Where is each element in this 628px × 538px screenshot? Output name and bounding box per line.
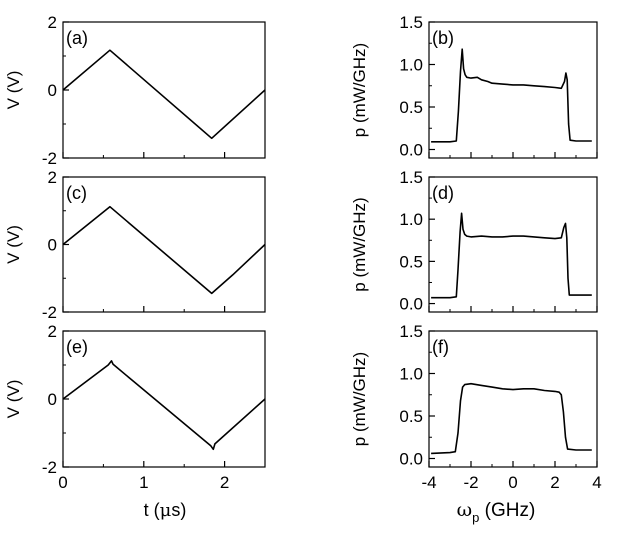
plot-frame — [428, 21, 598, 159]
plot-frame — [62, 330, 266, 468]
y-tick-label: 0.5 — [399, 407, 423, 426]
panel-c: -2 0 2 (c) V (V) — [4, 168, 266, 322]
panel-f: 0.0 0.5 1.0 1.5 -4 -2 0 2 4 (f) p (mW/GHz) — [350, 322, 602, 492]
series-line — [62, 205, 266, 295]
panel-b: 0.0 0.5 1.0 1.5 (b) p (mW/GHz) — [350, 13, 598, 160]
y-tick-label: 0 — [48, 390, 57, 409]
panel-letter: (f) — [432, 337, 449, 357]
panel-letter: (b) — [432, 28, 454, 48]
y-tick-label: 1.0 — [399, 210, 423, 229]
x-tick-label: 2 — [550, 473, 559, 492]
y-tick-label: 0.5 — [399, 98, 423, 117]
y-tick-label: 2 — [48, 168, 57, 187]
plot-frame — [428, 330, 598, 468]
series-line — [431, 212, 592, 299]
y-tick-label: 0 — [48, 236, 57, 255]
panel-letter: (d) — [432, 183, 454, 203]
y-axis-title: V (V) — [4, 225, 23, 264]
x-tick-label: 2 — [220, 473, 229, 492]
omega-subscript: p — [472, 510, 479, 525]
y-axis-title: V (V) — [4, 380, 23, 419]
y-tick-label: 2 — [48, 13, 57, 32]
omega-symbol: ω — [457, 499, 473, 521]
y-tick-label: -2 — [42, 149, 57, 168]
y-tick-label: 1.5 — [399, 168, 423, 187]
panel-letter: (e) — [66, 337, 88, 357]
y-tick-label: -2 — [42, 303, 57, 322]
y-axis-title: p (mW/GHz) — [350, 352, 369, 446]
y-tick-label: 0.5 — [399, 252, 423, 271]
y-tick-label: 1.5 — [399, 322, 423, 341]
y-axis-title: p (mW/GHz) — [350, 43, 369, 137]
y-axis-title: p (mW/GHz) — [350, 197, 369, 291]
series-line — [431, 382, 592, 455]
y-tick-label: 1.0 — [399, 365, 423, 384]
panel-letter: (a) — [66, 28, 88, 48]
panel-letter: (c) — [66, 183, 87, 203]
x-tick-label: 1 — [139, 473, 148, 492]
series-line — [62, 360, 266, 451]
x-axis-title-omega: ωp (GHz) — [457, 499, 536, 525]
y-tick-label: 0.0 — [399, 295, 423, 314]
x-tick-label: 0 — [508, 473, 517, 492]
x-tick-label: 4 — [592, 473, 601, 492]
panel-d: 0.0 0.5 1.0 1.5 (d) p (mW/GHz) — [350, 168, 598, 314]
panel-a: -2 0 2 (a) V (V) — [4, 13, 266, 168]
y-tick-label: 0.0 — [399, 141, 423, 160]
plot-frame — [428, 176, 598, 313]
plot-frame — [62, 21, 266, 159]
x-tick-label: -4 — [421, 473, 436, 492]
plot-frame — [62, 176, 266, 313]
y-tick-label: 0 — [48, 81, 57, 100]
y-axis-title: V (V) — [4, 71, 23, 110]
x-tick-label: 0 — [58, 473, 67, 492]
y-tick-label: -2 — [42, 458, 57, 477]
series-line — [431, 48, 592, 143]
x-axis-title-time: t (μs) — [144, 500, 187, 521]
y-tick-label: 1.5 — [399, 13, 423, 32]
y-tick-label: 0.0 — [399, 450, 423, 469]
y-tick-label: 2 — [48, 322, 57, 341]
series-line — [62, 49, 266, 140]
x-tick-label: -2 — [463, 473, 478, 492]
y-tick-label: 1.0 — [399, 56, 423, 75]
mu-symbol: μ — [160, 500, 172, 521]
